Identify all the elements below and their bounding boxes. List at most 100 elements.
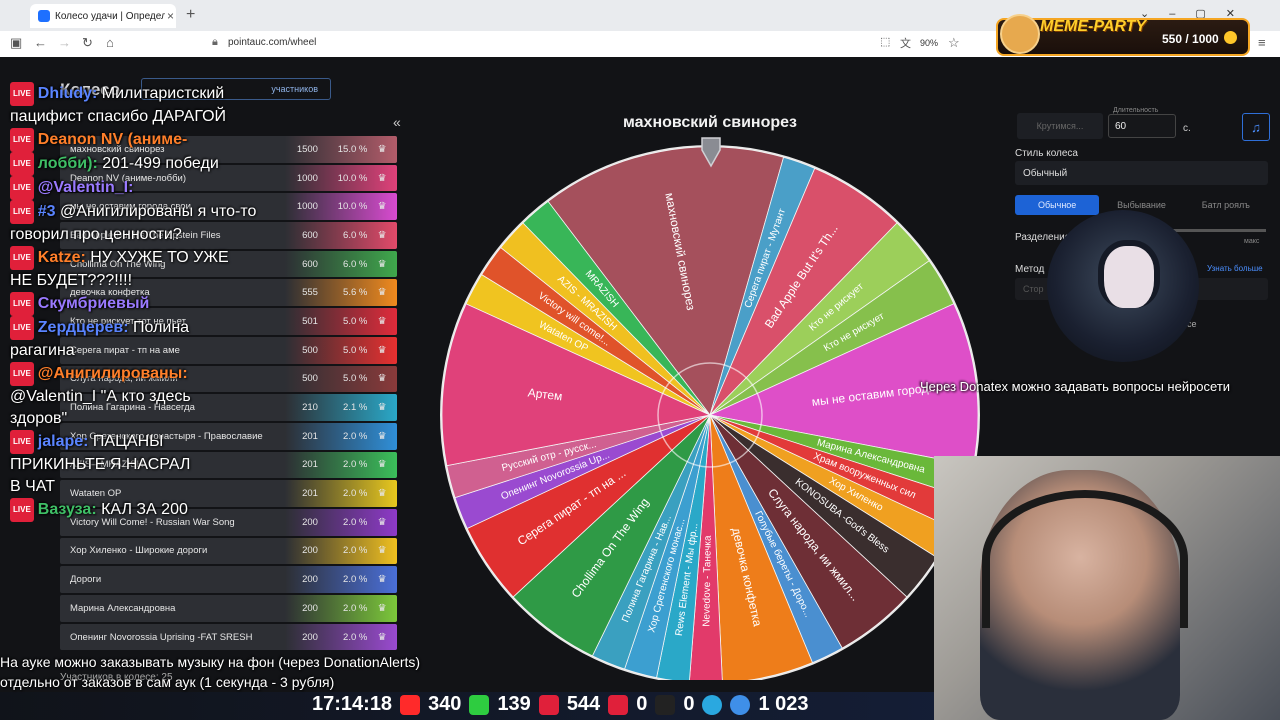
lot-percent: 2.0 % xyxy=(343,574,368,586)
learn-more-link[interactable]: Узнать больше xyxy=(1207,264,1263,273)
chat-nick: Вазуза: xyxy=(37,501,97,519)
trophy-icon[interactable]: ♛ xyxy=(377,344,387,356)
collapse-panel-button[interactable]: « xyxy=(393,114,401,130)
lot-amount: 200 xyxy=(302,516,318,528)
new-tab-icon[interactable]: + xyxy=(186,6,196,23)
lot-color-bar xyxy=(285,308,397,335)
lot-row[interactable]: Chollima On The Wing 600 6.0 % ♛ xyxy=(60,250,397,278)
lot-row[interactable]: Кто не рискует тот не пьет 501 5.0 % ♛ xyxy=(60,308,397,335)
chat-text: здоров" xyxy=(10,410,68,427)
trophy-icon[interactable]: ♛ xyxy=(377,516,387,528)
chat-text: НУ ХУЖЕ ТО УЖЕ xyxy=(90,249,229,267)
trophy-icon[interactable]: ♛ xyxy=(377,488,387,500)
duration-input[interactable] xyxy=(1108,114,1176,138)
lot-amount: 200 xyxy=(302,631,318,643)
site-favicon-icon xyxy=(38,10,50,22)
kick-viewers: 139 xyxy=(497,693,531,715)
live-badge-icon: LIVE xyxy=(10,316,34,340)
lot-row[interactable]: Слуга народа, ии жмили 500 5.0 % ♛ xyxy=(60,365,397,393)
trophy-icon[interactable]: ♛ xyxy=(377,229,387,241)
lot-percent: 15.0 % xyxy=(337,143,368,155)
chat-text: 201-499 победи xyxy=(102,155,219,173)
chat-nick: #3 xyxy=(37,203,56,221)
live-badge-icon: LIVE xyxy=(10,498,34,522)
kick-icon xyxy=(469,694,490,715)
add-participants-button[interactable]: участников xyxy=(141,78,331,100)
lot-row[interactable]: мы не оставим города свои 1000 10.0 % ♛ xyxy=(60,193,397,221)
lot-row[interactable]: Хор Сретенского монастыря - Православие 2… xyxy=(60,422,397,450)
browser-tab[interactable]: Колесо удачи | Определите п × xyxy=(30,4,176,28)
music-note-icon[interactable]: ♫ xyxy=(1242,113,1270,141)
lot-percent: 2.0 % xyxy=(343,459,368,471)
trophy-icon[interactable]: ♛ xyxy=(377,402,387,414)
trophy-icon[interactable]: ♛ xyxy=(377,143,387,155)
chat-nick: Zердцерев: xyxy=(37,319,129,337)
trophy-icon[interactable]: ♛ xyxy=(377,172,387,184)
lot-name: Deanon NV (аниме-лобби) xyxy=(70,172,187,184)
split-slider[interactable] xyxy=(1100,229,1266,232)
lot-row[interactable]: Серега пират - тп на аме 500 5.0 % ♛ xyxy=(60,336,397,364)
chat-message: LIVE Вазуза: КАЛ ЗА 200 xyxy=(10,498,256,522)
chat-text: Милитаристский xyxy=(101,85,225,103)
chat-message: LIVE Deanon NV (аниме- xyxy=(10,128,256,152)
trophy-icon[interactable]: ♛ xyxy=(377,545,387,557)
lot-row[interactable]: махновский свинорез 1500 15.0 % ♛ xyxy=(60,136,397,163)
lock-icon[interactable]: 🔒︎ xyxy=(212,36,218,48)
lot-name: Wataten OP xyxy=(70,488,122,500)
trophy-icon[interactable]: ♛ xyxy=(377,373,387,385)
lot-name: Кто не рискует тот не пьет xyxy=(70,315,186,327)
sidebar-toggle-icon[interactable]: ▣ xyxy=(10,35,23,50)
trophy-icon[interactable]: ♛ xyxy=(377,258,387,270)
lot-row[interactable]: Дороги 200 2.0 % ♛ xyxy=(60,566,397,593)
lot-row[interactable]: Хор Хиленко - Широкие дороги 200 2.0 % ♛ xyxy=(60,537,397,565)
wheel-style-select[interactable]: Обычный xyxy=(1015,161,1268,185)
trophy-icon[interactable]: ♛ xyxy=(377,201,387,213)
trophy-icon[interactable]: ♛ xyxy=(377,631,387,643)
lot-row[interactable]: Wataten OP 201 2.0 % ♛ xyxy=(60,480,397,507)
url-field[interactable]: pointauc.com/wheel xyxy=(228,37,317,48)
mode-tab-elimination[interactable]: Выбывание xyxy=(1117,200,1166,210)
lot-row[interactable]: девочка конфетка 555 5.6 % ♛ xyxy=(60,279,397,307)
fortune-wheel[interactable]: махновский свинорез Серега пират - Мутант… xyxy=(440,140,980,680)
lot-row[interactable]: Марина Александровна 200 2.0 % ♛ xyxy=(60,595,397,622)
chat-nick: Dhiudy: xyxy=(37,85,98,103)
zoom-level[interactable]: 90% xyxy=(920,38,939,48)
rutube-viewers: 0 xyxy=(683,693,695,715)
slider-max-label: макс xyxy=(1244,238,1260,245)
chat-text: ПРИКИНЬТЕ Я НАСРАЛ xyxy=(10,456,191,473)
back-icon[interactable]: ← xyxy=(34,35,47,50)
lot-row[interactable]: Deanon NV (аниме-лобби) 1000 10.0 % ♛ xyxy=(60,164,397,192)
lot-amount: 600 xyxy=(302,229,318,241)
chat-message: В ЧАТ xyxy=(10,476,256,498)
trophy-icon[interactable]: ♛ xyxy=(377,287,387,299)
bookmark-star-icon[interactable]: ☆ xyxy=(948,35,960,50)
stream-stats: 17:14:18 340 139 544 0 0 1 023 xyxy=(312,693,809,716)
live-icon xyxy=(538,694,559,715)
home-icon[interactable]: ⌂ xyxy=(106,35,114,50)
window-controls[interactable]: ⌄–▢✕ xyxy=(1140,8,1255,20)
lot-row[interactable]: Полина Гагарина - Навсегда 210 2.1 % ♛ xyxy=(60,394,397,421)
trophy-icon[interactable]: ♛ xyxy=(377,602,387,614)
translate-icon[interactable]: 文 xyxy=(900,38,911,50)
menu-icon[interactable]: ≡ xyxy=(1258,35,1266,50)
mode-tab-battle-royale[interactable]: Батл роялъ xyxy=(1201,200,1250,210)
mode-tab-normal[interactable]: Обычное xyxy=(1015,195,1100,215)
lot-row[interactable]: Bad Apple But It's The Epstein Files 600 6… xyxy=(60,222,397,249)
spin-button[interactable]: Крутимся... xyxy=(1017,113,1103,139)
lot-percent: 6.0 % xyxy=(343,258,368,270)
trophy-icon[interactable]: ♛ xyxy=(377,315,387,327)
more-settings-toggle[interactable]: есе xyxy=(1182,319,1197,329)
close-tab-icon[interactable]: × xyxy=(167,9,175,23)
lot-row[interactable]: Опенинг Novorossia Uprising -FAT SRESH 20… xyxy=(60,623,397,651)
trophy-icon[interactable]: ♛ xyxy=(377,574,387,586)
trophy-icon[interactable]: ♛ xyxy=(377,430,387,442)
install-app-icon[interactable]: ⬚ xyxy=(880,36,891,48)
lot-amount: 200 xyxy=(302,574,318,586)
trophy-icon[interactable]: ♛ xyxy=(377,459,387,471)
lot-row[interactable]: Victory Will Come! - Russian War Song 200… xyxy=(60,508,397,536)
lot-row[interactable]: AZIS—MRAZISH 201 2.0 % ♛ xyxy=(60,451,397,479)
wheel-pointer-icon xyxy=(701,137,721,168)
live-badge-icon: LIVE xyxy=(10,152,34,176)
reload-icon[interactable]: ↻ xyxy=(82,35,93,50)
forward-icon[interactable]: → xyxy=(58,35,71,50)
